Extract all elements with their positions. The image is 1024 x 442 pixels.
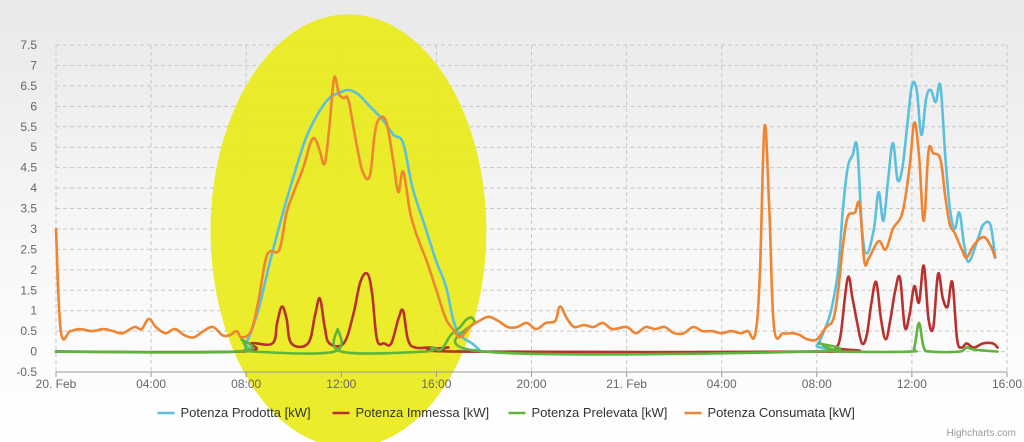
axes: -0.5 0 0.5 1 1.5 2 2.5 3 3.5 4 4.5 5 5.5 6 6.5 7 7.5 20. … xyxy=(16,38,1022,391)
y-tick-label: 3 xyxy=(30,222,37,236)
y-tick-label: 4 xyxy=(30,181,37,195)
legend-label: Potenza Immessa [kW] xyxy=(356,405,490,420)
series-layer xyxy=(54,75,999,356)
legend-label: Potenza Consumata [kW] xyxy=(708,405,855,420)
x-tick-label: 08:00 xyxy=(802,377,832,391)
y-tick-label: 5 xyxy=(30,140,37,154)
series-line-potenza-consumata xyxy=(54,75,997,342)
legend-item[interactable]: Potenza Consumata [kW] xyxy=(684,405,855,420)
y-tick-label: 6.5 xyxy=(20,79,37,93)
legend-label: Potenza Prodotta [kW] xyxy=(181,405,311,420)
credits-link[interactable]: Highcharts.com xyxy=(947,428,1016,439)
y-tick-label: 3.5 xyxy=(20,202,37,216)
y-tick-label: 7.5 xyxy=(20,38,37,52)
highlight-layer xyxy=(210,14,487,442)
x-tick-label: 20:00 xyxy=(516,377,546,391)
series-line-potenza-prelevata xyxy=(54,315,999,356)
legend-item[interactable]: Potenza Prodotta [kW] xyxy=(157,405,311,420)
x-tick-label: 21. Feb xyxy=(606,377,647,391)
x-tick-label: 04:00 xyxy=(136,377,166,391)
y-tick-label: 2 xyxy=(30,263,37,277)
legend[interactable]: Potenza Prodotta [kW] Potenza Immessa [kW… xyxy=(157,405,855,420)
y-tick-label: 1.5 xyxy=(20,283,37,297)
x-tick-label: 12:00 xyxy=(897,377,927,391)
legend-label: Potenza Prelevata [kW] xyxy=(532,405,668,420)
y-tick-label: 1 xyxy=(30,304,37,318)
x-tick-label: 08:00 xyxy=(231,377,261,391)
x-tick-label: 20. Feb xyxy=(36,377,77,391)
grid xyxy=(55,44,1008,373)
legend-item[interactable]: Potenza Immessa [kW] xyxy=(332,405,490,420)
y-tick-label: 0.5 xyxy=(20,324,37,338)
y-tick-label: 7 xyxy=(30,58,37,72)
legend-item[interactable]: Potenza Prelevata [kW] xyxy=(508,405,668,420)
x-tick-label: 12:00 xyxy=(326,377,356,391)
x-tick-label: 04:00 xyxy=(707,377,737,391)
y-tick-label: 4.5 xyxy=(20,161,37,175)
y-tick-label: 0 xyxy=(30,345,37,359)
series-line-potenza-immessa xyxy=(54,264,999,354)
series-line-potenza-prodotta xyxy=(54,80,997,354)
y-tick-label: 6 xyxy=(30,99,37,113)
y-tick-label: 2.5 xyxy=(20,242,37,256)
highlight-ellipse xyxy=(210,14,487,442)
y-tick-label: 5.5 xyxy=(20,120,37,134)
x-tick-label: 16:00 xyxy=(421,377,451,391)
y-tick-label: -0.5 xyxy=(16,365,37,379)
x-tick-label: 16:00 xyxy=(992,377,1022,391)
